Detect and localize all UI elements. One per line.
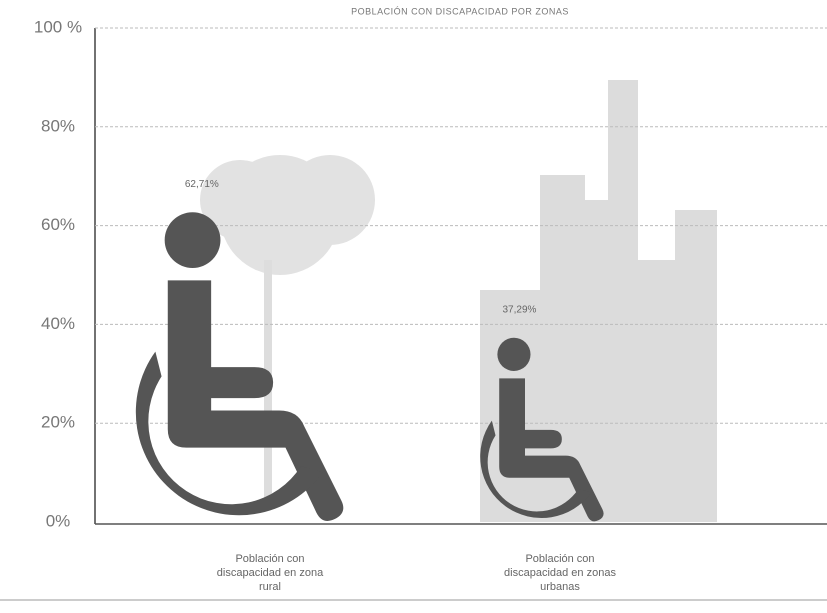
y-tick-label: 80% — [41, 116, 75, 135]
chart-title: POBLACIÓN CON DISCAPACIDAD POR ZONAS — [351, 6, 569, 16]
icon-wheel — [135, 351, 323, 516]
icon-body — [499, 378, 604, 522]
value-label: 62,71% — [185, 179, 219, 190]
y-tick-label: 100 % — [34, 17, 82, 36]
y-tick-label: 40% — [41, 314, 75, 333]
icon-wheel — [480, 420, 592, 518]
x-tick-label-box: Población con discapacidad en zonas urba… — [504, 553, 616, 593]
icon-head — [497, 337, 531, 371]
x-tick-label: Población con discapacidad en zona rural — [216, 553, 324, 593]
x-tick-label: Población con discapacidad en zonas urba… — [504, 553, 616, 593]
y-tick-label: 20% — [41, 413, 75, 432]
y-tick-label: 0% — [46, 511, 71, 530]
value-label: 37,29% — [503, 304, 537, 315]
pictogram-icon — [135, 212, 344, 521]
icon-body — [167, 280, 344, 521]
pictogram-icon — [480, 337, 604, 522]
y-tick-label: 60% — [41, 215, 75, 234]
icon-head — [164, 212, 221, 268]
x-tick-label-box: Población con discapacidad en zona rural — [216, 553, 324, 593]
